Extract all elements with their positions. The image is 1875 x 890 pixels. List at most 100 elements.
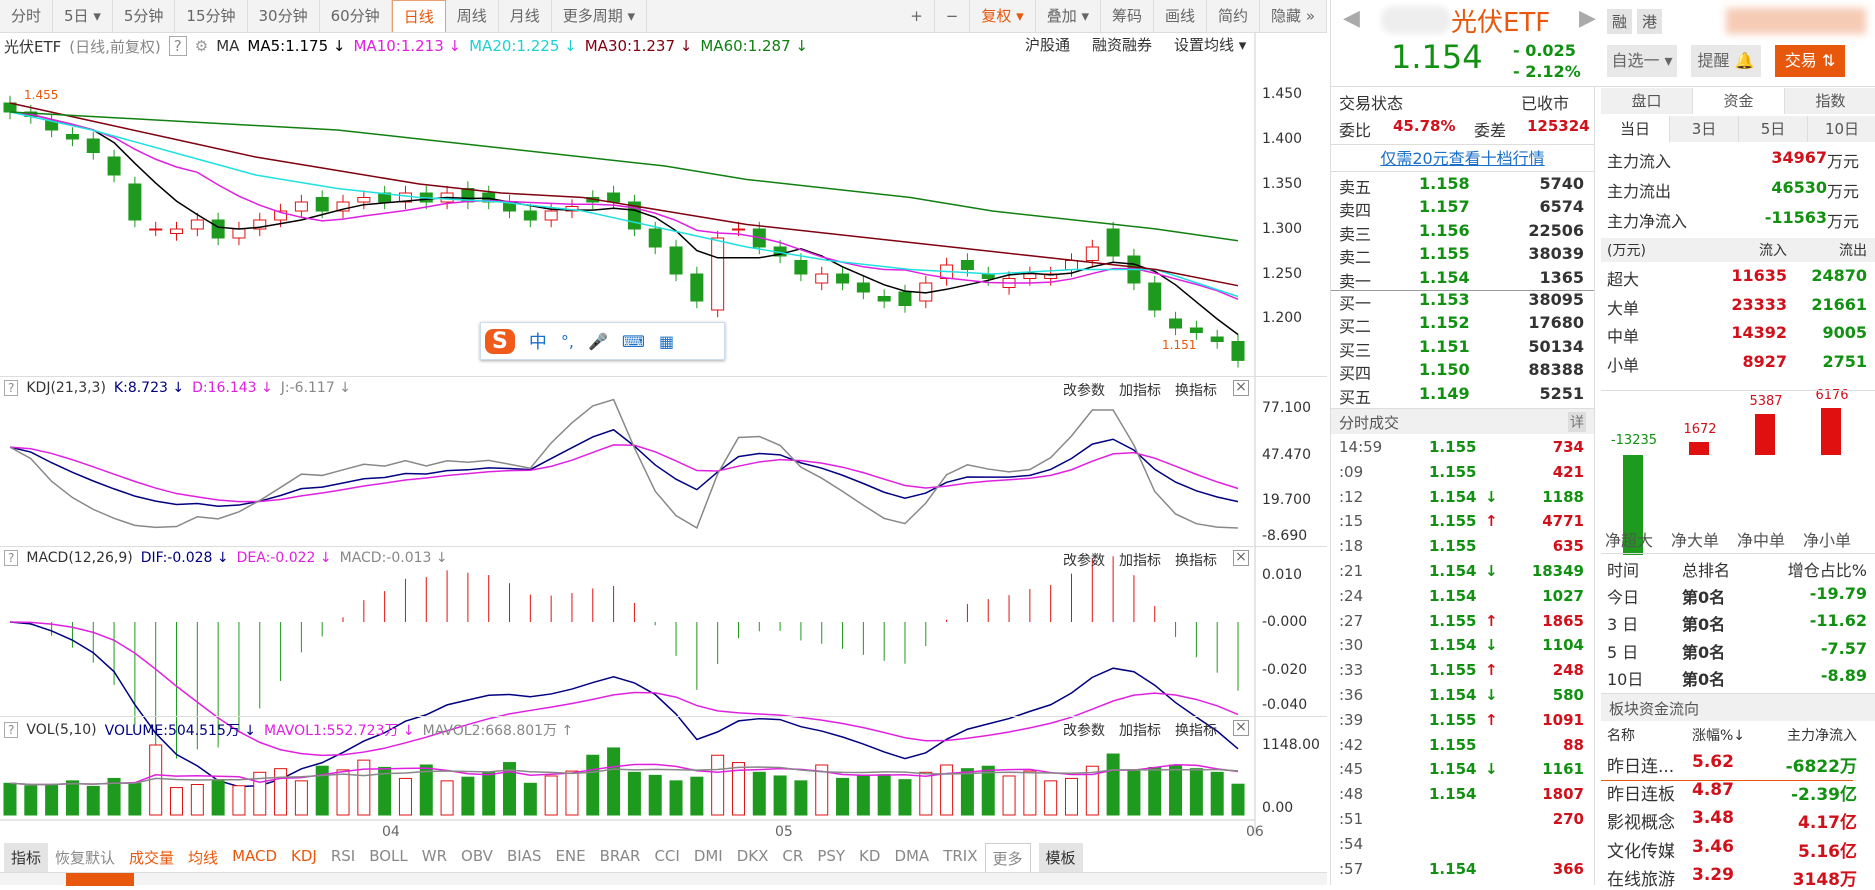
fund-period-tab[interactable]: 10日 xyxy=(1808,116,1875,142)
trade-volume: 366 xyxy=(1552,859,1584,878)
ime-mic-icon[interactable]: 🎤 xyxy=(587,331,608,351)
period-tab[interactable]: 15分钟 xyxy=(175,0,248,32)
toolbar-button[interactable]: 画线 xyxy=(1154,0,1208,32)
period-tab[interactable]: 周线 xyxy=(446,0,499,32)
indicator-tab[interactable]: WR xyxy=(421,847,448,865)
alert-button[interactable]: 提醒 🔔 xyxy=(1691,45,1761,77)
ime-keyboard-icon[interactable]: ⌨ xyxy=(621,331,645,351)
volume-bar xyxy=(919,771,933,816)
period-tab[interactable]: 日线 xyxy=(391,0,446,32)
net-flow-label: 净大单 xyxy=(1671,531,1720,550)
indicator-tab[interactable]: 更多 xyxy=(984,843,1031,874)
toolbar-button[interactable]: 隐藏 » xyxy=(1260,0,1327,32)
panel-action[interactable]: 换指标 xyxy=(1175,723,1217,739)
trade-button[interactable]: 交易 ⇅ xyxy=(1775,45,1845,77)
toolbar-button[interactable]: 筹码 xyxy=(1101,0,1155,32)
indicator-tab[interactable]: MACD xyxy=(232,847,278,865)
fund-period-tab[interactable]: 当日 xyxy=(1601,116,1670,142)
close-panel-icon[interactable]: × xyxy=(1233,720,1249,736)
period-tab[interactable]: 5日 ▾ xyxy=(53,0,113,32)
flow-row: 中单 14392 9005 xyxy=(1607,323,1869,347)
indicator-tab[interactable]: 均线 xyxy=(188,849,219,867)
fund-tab[interactable]: 盘口 xyxy=(1601,88,1693,114)
panel-action[interactable]: 改参数 xyxy=(1063,383,1105,399)
gear-icon[interactable]: ⚙ xyxy=(194,37,209,55)
close-panel-icon[interactable]: × xyxy=(1233,550,1249,566)
indicator-tab[interactable]: TRIX xyxy=(943,847,978,865)
fund-period-tab[interactable]: 5日 xyxy=(1739,116,1808,142)
help-button[interactable]: ? xyxy=(4,380,19,396)
high-price-mark: 1.455 xyxy=(24,88,59,102)
panel-action[interactable]: 加指标 xyxy=(1119,723,1161,739)
indicator-tab[interactable]: CR xyxy=(782,847,804,865)
macd-axis-label: -0.020 xyxy=(1262,662,1308,678)
close-panel-icon[interactable]: × xyxy=(1233,380,1249,396)
indicator-tab[interactable]: 成交量 xyxy=(129,849,175,867)
indicator-tab[interactable]: OBV xyxy=(461,847,493,865)
ma-settings-link[interactable]: 设置均线 ▾ xyxy=(1174,36,1247,54)
indicator-tab[interactable]: RSI xyxy=(330,847,356,865)
margin-link[interactable]: 融资融券 xyxy=(1092,36,1153,54)
indicator-tab[interactable]: 恢复默认 xyxy=(55,849,116,867)
toolbar-button[interactable]: 简约 xyxy=(1207,0,1261,32)
panel-action[interactable]: 改参数 xyxy=(1063,723,1105,739)
fund-period-tab[interactable]: 3日 xyxy=(1670,116,1739,142)
indicator-tab[interactable]: BOLL xyxy=(369,847,408,865)
period-tab[interactable]: 60分钟 xyxy=(320,0,392,32)
watchlist-button[interactable]: 自选一 ▾ xyxy=(1607,45,1677,77)
indicator-tab[interactable]: ENE xyxy=(555,847,586,865)
indicator-tab[interactable]: KD xyxy=(859,847,881,865)
indicator-tab[interactable]: BIAS xyxy=(506,847,542,865)
indicator-tab[interactable]: PSY xyxy=(817,847,846,865)
ime-menu-icon[interactable]: ▦ xyxy=(658,331,675,351)
toolbar-button[interactable]: 叠加 ▾ xyxy=(1036,0,1101,32)
kline-chart-area[interactable] xyxy=(0,0,1327,835)
ime-toolbar[interactable]: S 中 °, 🎤 ⌨ ▦ xyxy=(480,322,725,360)
next-symbol-icon[interactable]: ▶ xyxy=(1579,6,1596,31)
indicator-tab[interactable]: 模板 xyxy=(1038,843,1083,874)
indicator-tab[interactable]: BRAR xyxy=(599,847,641,865)
toolbar-button[interactable]: − xyxy=(935,0,971,32)
trade-row: 14:59 1.155 734 xyxy=(1339,438,1589,456)
period-tab[interactable]: 月线 xyxy=(499,0,552,32)
level2-link[interactable]: 仅需20元查看十档行情 xyxy=(1331,144,1594,172)
hk-connect-link[interactable]: 沪股通 xyxy=(1025,36,1071,54)
indicator-tab[interactable]: KDJ xyxy=(291,847,317,865)
indicator-tab[interactable]: 指标 xyxy=(4,843,49,874)
volume-bar xyxy=(65,780,79,816)
period-tab[interactable]: 分时 xyxy=(0,0,54,32)
sector-row: 昨日连... 5.62 -6822万 xyxy=(1607,752,1869,777)
ime-punct-icon[interactable]: °, xyxy=(560,331,574,351)
trade-price: 1.155 xyxy=(1429,710,1477,729)
trade-time: :33 xyxy=(1339,661,1364,680)
fund-tab[interactable]: 指数 xyxy=(1785,88,1875,114)
indicator-tab[interactable]: DMI xyxy=(693,847,723,865)
panel-action[interactable]: 换指标 xyxy=(1175,553,1217,569)
trades-header: 分时成交 详 xyxy=(1331,408,1594,434)
toolbar-button[interactable]: 复权 ▾ xyxy=(970,0,1036,32)
indicator-tab[interactable]: DMA xyxy=(894,847,930,865)
level-price: 1.155 xyxy=(1419,244,1470,264)
level-label: 卖一 xyxy=(1339,271,1372,291)
indicator-tab[interactable]: CCI xyxy=(654,847,680,865)
volume-bar xyxy=(45,784,59,816)
help-button[interactable]: ? xyxy=(4,722,19,738)
panel-action[interactable]: 加指标 xyxy=(1119,553,1161,569)
toolbar-button[interactable]: + xyxy=(899,0,935,32)
ime-chinese-toggle[interactable]: 中 xyxy=(528,332,547,353)
fund-tab[interactable]: 资金 xyxy=(1693,88,1785,114)
help-button[interactable]: ? xyxy=(4,550,19,566)
trade-time: :54 xyxy=(1339,834,1364,853)
help-button[interactable]: ? xyxy=(168,36,187,56)
period-tab[interactable]: 30分钟 xyxy=(248,0,320,32)
panel-action[interactable]: 加指标 xyxy=(1119,383,1161,399)
period-tab[interactable]: 5分钟 xyxy=(113,0,176,32)
prev-symbol-icon[interactable]: ◀ xyxy=(1343,6,1360,31)
period-tab[interactable]: 更多周期 ▾ xyxy=(552,0,648,32)
active-bottom-tab[interactable] xyxy=(66,873,134,886)
trades-detail-button[interactable]: 详 xyxy=(1568,412,1586,432)
indicator-tab[interactable]: DKX xyxy=(736,847,769,865)
panel-action[interactable]: 改参数 xyxy=(1063,553,1105,569)
net-flow-label: 净中单 xyxy=(1737,531,1786,550)
panel-action[interactable]: 换指标 xyxy=(1175,383,1217,399)
